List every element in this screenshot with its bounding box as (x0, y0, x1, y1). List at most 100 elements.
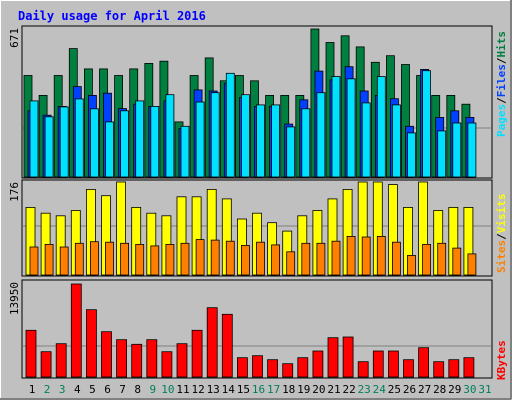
legend-sep-3: / (495, 233, 508, 240)
legend-sep-1: / (495, 97, 508, 104)
svg-text:Pages/Files/Hits: Pages/Files/Hits (495, 31, 508, 137)
bar-kbytes-day-11 (176, 343, 188, 378)
bar-pages-day-10 (165, 94, 175, 178)
x-label-day-29: 29 (448, 383, 461, 396)
bar-pages-day-21 (331, 76, 341, 178)
x-label-day-24: 24 (373, 383, 387, 396)
bar-sites-day-12 (195, 239, 205, 276)
x-label-day-15: 15 (237, 383, 250, 396)
bar-pages-day-14 (225, 72, 235, 178)
bar-pages-day-11 (180, 125, 190, 178)
bar-kbytes-day-16 (252, 355, 263, 378)
x-label-day-5: 5 (89, 383, 96, 396)
bar-sites-day-13 (210, 239, 220, 276)
bar-kbytes-day-15 (236, 357, 248, 378)
bar-pages-day-5 (90, 108, 99, 178)
legend-kbytes: KBytes (495, 340, 508, 380)
bar-sites-day-26 (407, 254, 416, 276)
bar-sites-day-14 (225, 240, 235, 276)
bar-sites-day-23 (361, 236, 371, 276)
visits-ymax-label: 176 (8, 182, 21, 202)
bar-sites-day-6 (105, 241, 114, 276)
bar-kbytes-day-29 (448, 359, 460, 378)
bar-pages-day-16 (256, 104, 265, 178)
x-label-day-18: 18 (282, 383, 295, 396)
bar-kbytes-day-3 (55, 343, 67, 378)
svg-text:KBytes: KBytes (495, 340, 508, 380)
bar-kbytes-day-8 (131, 343, 143, 378)
kbytes-ymax-label: 13950 (8, 282, 21, 315)
bar-sites-day-2 (44, 243, 54, 276)
bar-pages-day-22 (346, 78, 356, 178)
bar-pages-day-4 (74, 98, 84, 178)
bar-kbytes-day-4 (70, 283, 82, 378)
bar-pages-day-28 (437, 130, 447, 178)
x-label-day-21: 21 (327, 383, 340, 396)
bar-pages-day-13 (210, 92, 220, 178)
bar-sites-day-1 (29, 246, 39, 276)
x-label-day-27: 27 (418, 383, 431, 396)
bar-pages-day-12 (195, 101, 205, 178)
x-label-day-30: 30 (463, 383, 476, 396)
chart-bars (23, 28, 491, 378)
bar-pages-day-7 (120, 110, 129, 178)
legend-sep-2: / (495, 57, 508, 64)
bar-kbytes-day-25 (387, 350, 399, 378)
x-label-day-22: 22 (342, 383, 355, 396)
bar-sites-day-24 (376, 235, 386, 276)
bar-kbytes-day-18 (282, 363, 294, 378)
x-label-day-19: 19 (297, 383, 310, 396)
bar-sites-day-30 (467, 253, 477, 276)
bar-sites-day-11 (180, 242, 190, 276)
bar-kbytes-day-1 (25, 329, 37, 378)
x-label-day-25: 25 (388, 383, 401, 396)
bar-sites-day-8 (135, 243, 145, 276)
x-label-day-23: 23 (358, 383, 371, 396)
x-label-day-26: 26 (403, 383, 416, 396)
bar-kbytes-day-17 (267, 359, 279, 378)
bar-kbytes-day-13 (206, 307, 218, 378)
bar-sites-day-5 (90, 241, 99, 276)
bar-kbytes-day-20 (312, 350, 324, 378)
bar-sites-day-4 (74, 242, 84, 276)
legend-visits: Visits (495, 194, 508, 234)
bar-pages-day-17 (271, 104, 281, 178)
x-label-day-16: 16 (252, 383, 265, 396)
bar-sites-day-28 (437, 242, 447, 276)
x-label-day-20: 20 (312, 383, 325, 396)
x-label-day-13: 13 (207, 383, 220, 396)
hits-legend: Pages/Files/Hits (495, 31, 508, 137)
x-label-day-31: 31 (478, 383, 491, 396)
kbytes-legend: KBytes (495, 340, 508, 380)
bar-kbytes-day-30 (463, 357, 475, 378)
bar-pages-day-9 (150, 106, 160, 178)
x-label-day-3: 3 (59, 383, 66, 396)
x-label-day-17: 17 (267, 383, 280, 396)
bar-kbytes-day-19 (297, 357, 309, 378)
bar-sites-day-7 (120, 242, 129, 276)
x-label-day-7: 7 (119, 383, 126, 396)
x-label-day-9: 9 (149, 383, 156, 396)
bar-sites-day-22 (346, 235, 356, 276)
x-label-day-11: 11 (176, 383, 189, 396)
x-label-day-1: 1 (29, 383, 36, 396)
bar-kbytes-day-28 (433, 361, 445, 378)
bar-kbytes-day-5 (86, 309, 97, 378)
x-label-day-2: 2 (44, 383, 51, 396)
bar-kbytes-day-7 (116, 339, 127, 378)
bar-sites-day-16 (256, 241, 265, 276)
bar-pages-day-19 (301, 108, 311, 178)
bar-kbytes-day-24 (372, 350, 384, 378)
bar-kbytes-day-26 (403, 359, 414, 378)
bar-sites-day-25 (391, 241, 401, 276)
bar-kbytes-day-9 (146, 339, 158, 378)
visits-legend: Sites/Visits (495, 194, 508, 274)
legend-files: Files (495, 64, 508, 97)
x-axis-labels: 1 2 3 4 5 6 7 8 9 10 11 12 13 14 15 16 17 18 19 20 21 22 23 24 2… (29, 383, 492, 396)
bar-pages-day-3 (59, 106, 69, 178)
bar-kbytes-day-27 (418, 347, 430, 378)
bar-sites-day-17 (271, 244, 281, 276)
bar-pages-day-25 (391, 104, 401, 178)
